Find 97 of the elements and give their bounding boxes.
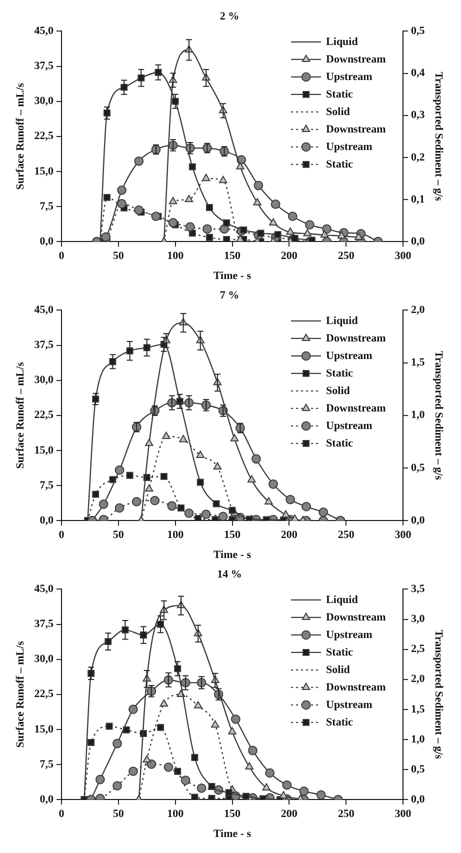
legend-label: Downstream — [326, 681, 386, 694]
legend-label: Static — [326, 158, 354, 170]
y-tick-label: 0,0 — [40, 514, 54, 526]
x-tick-label: 250 — [338, 808, 355, 820]
y-tick-label: 30,0 — [34, 95, 54, 108]
legend-label: Static — [326, 367, 354, 380]
legend-label: Upstream — [326, 70, 372, 83]
x-tick-label: 150 — [224, 250, 241, 262]
y2-tick-label: 1,0 — [411, 733, 426, 746]
x-tick-label: 200 — [280, 808, 298, 820]
y2-tick-label: 0,5 — [411, 763, 426, 776]
y-tick-label: 30,0 — [34, 374, 54, 386]
y-tick-label: 0,0 — [40, 793, 54, 806]
legend-label: Downstream — [326, 611, 386, 624]
legend-label: Upstream — [326, 140, 372, 153]
y2-tick-label: 0,0 — [411, 514, 426, 526]
legend-label: Static — [326, 716, 354, 728]
y2-tick-label: 0,0 — [411, 235, 426, 248]
y-tick-label: 37,5 — [34, 60, 54, 72]
x-tick-label: 0 — [58, 250, 65, 262]
y2-axis-title: Transported Sediment – g/s — [432, 630, 445, 760]
y-tick-label: 0,0 — [40, 235, 54, 248]
y-tick-label: 15,0 — [34, 165, 54, 178]
legend-label: Solid — [326, 664, 350, 676]
legend-label: Upstream — [326, 350, 372, 362]
y-tick-label: 45,0 — [34, 304, 54, 316]
y2-tick-label: 2,0 — [411, 304, 426, 316]
x-tick-label: 50 — [112, 250, 124, 262]
y2-tick-label: 2,5 — [411, 643, 426, 656]
x-tick-label: 100 — [167, 250, 184, 262]
x-tick-label: 150 — [224, 808, 241, 820]
x-tick-label: 100 — [167, 808, 184, 820]
y2-tick-label: 1,5 — [411, 703, 426, 716]
y2-tick-label: 3,0 — [411, 613, 426, 626]
y-axis-title: Surface Runoff – mL/s — [14, 361, 26, 469]
y-tick-label: 22,5 — [34, 688, 54, 700]
y-tick-label: 7,5 — [40, 200, 54, 212]
y-tick-label: 15,0 — [34, 444, 54, 456]
y2-axis-title: Transported Sediment – g/s — [432, 72, 445, 202]
y-tick-label: 7,5 — [40, 758, 54, 770]
x-tick-label: 300 — [394, 529, 412, 542]
y2-tick-label: 0,5 — [411, 462, 426, 474]
y2-tick-label: 1,0 — [411, 409, 426, 422]
x-tick-label: 250 — [338, 529, 355, 542]
legend-label: Static — [326, 88, 354, 100]
y2-tick-label: 0,3 — [411, 109, 426, 122]
x-tick-label: 300 — [394, 250, 412, 262]
legend-label: Static — [326, 646, 354, 658]
legend-label: Liquid — [326, 314, 358, 327]
x-axis-title: Time - s — [213, 828, 252, 840]
x-tick-label: 50 — [112, 808, 124, 820]
y2-axis-title: Transported Sediment – g/s — [432, 350, 445, 481]
x-tick-label: 200 — [280, 250, 298, 262]
chart-title: 14 % — [217, 568, 242, 580]
x-tick-label: 50 — [112, 529, 124, 542]
legend-label: Upstream — [326, 420, 372, 432]
y-axis-title: Surface Runoff – mL/s — [14, 640, 26, 748]
x-axis-title: Time - s — [213, 549, 252, 562]
y-tick-label: 37,5 — [34, 618, 54, 630]
legend-label: Upstream — [326, 698, 372, 711]
chart-title: 7 % — [220, 289, 240, 302]
x-tick-label: 200 — [280, 529, 298, 542]
y2-tick-label: 2,0 — [411, 673, 426, 686]
y-tick-label: 45,0 — [34, 583, 54, 596]
x-axis-title: Time - s — [213, 270, 252, 282]
y2-tick-label: 0,2 — [411, 151, 426, 164]
legend-label: Downstream — [326, 332, 386, 344]
y-tick-label: 22,5 — [34, 130, 54, 142]
x-tick-label: 300 — [394, 808, 412, 820]
x-tick-label: 0 — [58, 808, 65, 820]
legend-label: Downstream — [326, 402, 386, 414]
chart-title: 2 % — [220, 10, 240, 22]
y-tick-label: 22,5 — [34, 409, 54, 422]
y2-tick-label: 0,0 — [411, 793, 426, 806]
y-tick-label: 7,5 — [40, 479, 54, 492]
y-axis-title: Surface Runoff – mL/s — [14, 82, 26, 190]
y-tick-label: 37,5 — [34, 339, 54, 352]
legend-label: Solid — [326, 106, 350, 118]
x-tick-label: 250 — [338, 250, 355, 262]
legend-label: Static — [326, 437, 354, 450]
x-tick-label: 0 — [58, 529, 65, 542]
legend-label: Solid — [326, 384, 350, 397]
y2-tick-label: 3,5 — [411, 583, 426, 596]
legend-label: Downstream — [326, 123, 386, 136]
legend-label: Upstream — [326, 628, 372, 641]
legend-label: Liquid — [326, 36, 358, 48]
x-tick-label: 100 — [167, 529, 184, 542]
x-tick-label: 150 — [224, 529, 241, 542]
legend-label: Liquid — [326, 594, 358, 606]
y-tick-label: 15,0 — [34, 723, 54, 736]
legend-label: Downstream — [326, 53, 386, 66]
y2-tick-label: 0,4 — [411, 67, 426, 80]
y2-tick-label: 0,5 — [411, 25, 426, 38]
y2-tick-label: 1,5 — [411, 356, 426, 369]
y-tick-label: 30,0 — [34, 653, 54, 666]
y-tick-label: 45,0 — [34, 25, 54, 38]
y2-tick-label: 0,1 — [411, 193, 425, 206]
